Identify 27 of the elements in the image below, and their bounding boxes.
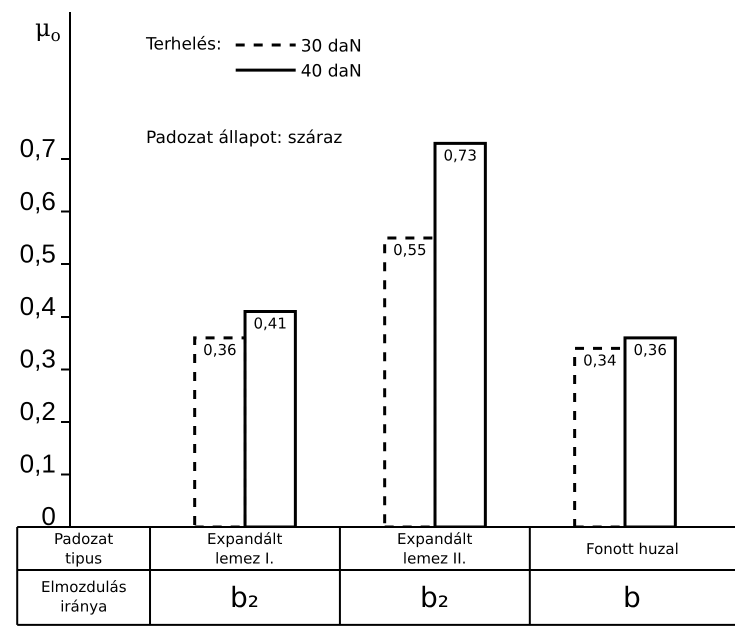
text: b₂ xyxy=(420,581,449,614)
y-tick-label: 0,3 xyxy=(20,343,56,374)
text: b xyxy=(623,581,641,614)
data-label: 0,36 xyxy=(633,340,667,359)
y-tick-label: 0,1 xyxy=(20,448,56,479)
legend-label: 30 daN xyxy=(300,36,362,57)
x-tick-label: Expandált lemez II. xyxy=(397,530,472,568)
x-tick-label: Fonott huzal xyxy=(586,540,679,558)
x-axis-title: Padozat tipus xyxy=(54,530,114,568)
data-label: 0,41 xyxy=(253,314,287,333)
y-tick-label: 0,7 xyxy=(20,133,56,164)
y-tick-label: 0,5 xyxy=(20,238,56,268)
annotation: Padozat állapot: száraz xyxy=(146,128,342,148)
text: Elmozdulás iránya xyxy=(41,578,127,616)
data-label: 0,73 xyxy=(443,146,477,164)
y-tick-label: 0 xyxy=(41,501,56,532)
data-label: 0,36 xyxy=(203,340,237,359)
legend-title: Terhelés: xyxy=(145,34,222,55)
data-label: 0,55 xyxy=(393,240,427,259)
data-label: 0,34 xyxy=(583,351,617,370)
y-tick-label: 0,4 xyxy=(20,290,56,321)
text: b₂ xyxy=(230,581,259,614)
y-tick-label: 0,2 xyxy=(20,396,56,426)
x-tick-label: Expandált lemez I. xyxy=(207,530,282,568)
y-axis-title: μ$_{o}$ xyxy=(35,14,61,46)
legend-label: 40 daN xyxy=(300,62,362,82)
y-tick-label: 0,6 xyxy=(20,186,56,216)
